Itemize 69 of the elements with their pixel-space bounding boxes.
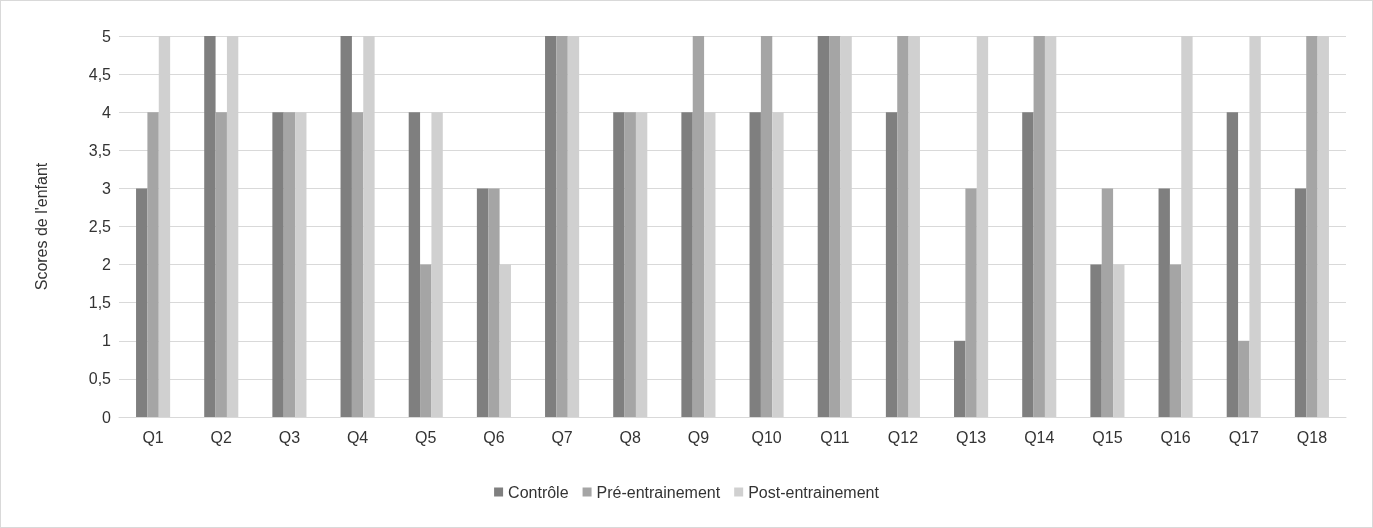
x-tick-label: Q6: [483, 428, 505, 446]
y-tick-label: 1,5: [88, 294, 112, 312]
y-tick-label: 2,5: [88, 218, 112, 235]
bar: [545, 36, 557, 417]
bar: [215, 112, 227, 417]
y-tick-label: 5: [102, 27, 112, 45]
bar: [692, 36, 705, 417]
y-tick-label: 0: [102, 408, 112, 426]
legend-label: Pré-entrainement: [596, 483, 721, 501]
x-tick-label: Q14: [1024, 428, 1055, 446]
y-tick-label: 3,5: [88, 141, 112, 159]
bar: [476, 188, 489, 417]
y-tick-label: 3: [102, 179, 112, 197]
x-tick-label: Q4: [346, 428, 369, 446]
bar: [829, 36, 841, 417]
bar: [1238, 340, 1250, 417]
bar: [283, 112, 296, 417]
bar: [624, 112, 636, 417]
x-tick-label: Q15: [1092, 428, 1123, 446]
bar: [147, 112, 159, 417]
bar: [1169, 264, 1182, 417]
bar: [1294, 188, 1307, 417]
bar: [885, 112, 898, 417]
bar: [817, 36, 830, 417]
y-tick-label: 2: [102, 256, 112, 274]
bar: [204, 36, 216, 417]
x-tick-label: Q10: [751, 428, 782, 446]
bar: [1033, 36, 1045, 417]
bar: [1101, 188, 1114, 417]
bar: [681, 112, 693, 417]
bar: [1306, 36, 1318, 417]
x-tick-label: Q1: [142, 428, 164, 446]
bar: [613, 112, 625, 417]
bar: [1226, 112, 1239, 417]
bar: [954, 340, 966, 417]
legend-label: Post-entrainement: [748, 483, 880, 501]
x-tick-label: Q9: [687, 428, 710, 446]
bar: [749, 112, 761, 417]
x-tick-label: Q8: [619, 428, 642, 446]
bar: [1022, 112, 1034, 417]
x-tick-label: Q5: [415, 428, 437, 446]
x-tick-label: Q17: [1228, 428, 1259, 446]
bar: [897, 36, 909, 417]
y-tick-label: 4: [102, 103, 112, 121]
bar: [136, 188, 148, 417]
x-tick-label: Q2: [210, 428, 233, 446]
bar: [272, 112, 284, 417]
bar: [340, 36, 352, 417]
bar: [488, 188, 500, 417]
x-tick-label: Q18: [1296, 428, 1328, 446]
y-axis-title: Scores de l'enfant: [32, 162, 50, 291]
x-tick-label: Q11: [820, 428, 850, 446]
bar: [351, 112, 364, 417]
bar: [408, 112, 421, 417]
legend-label: Contrôle: [508, 483, 569, 501]
x-tick-label: Q7: [551, 428, 573, 446]
bar: [760, 36, 773, 417]
bar: [556, 36, 568, 417]
x-tick-label: Q12: [887, 428, 919, 446]
bar: [1158, 188, 1170, 417]
x-tick-label: Q13: [955, 428, 987, 446]
x-tick-label: Q16: [1160, 428, 1191, 446]
bar: [1090, 264, 1102, 417]
bar: [965, 188, 977, 417]
bar: [420, 264, 432, 417]
y-tick-label: 1: [102, 332, 112, 350]
y-tick-label: 4,5: [88, 65, 112, 83]
y-tick-label: 0,5: [88, 370, 112, 388]
x-tick-label: Q3: [278, 428, 301, 446]
